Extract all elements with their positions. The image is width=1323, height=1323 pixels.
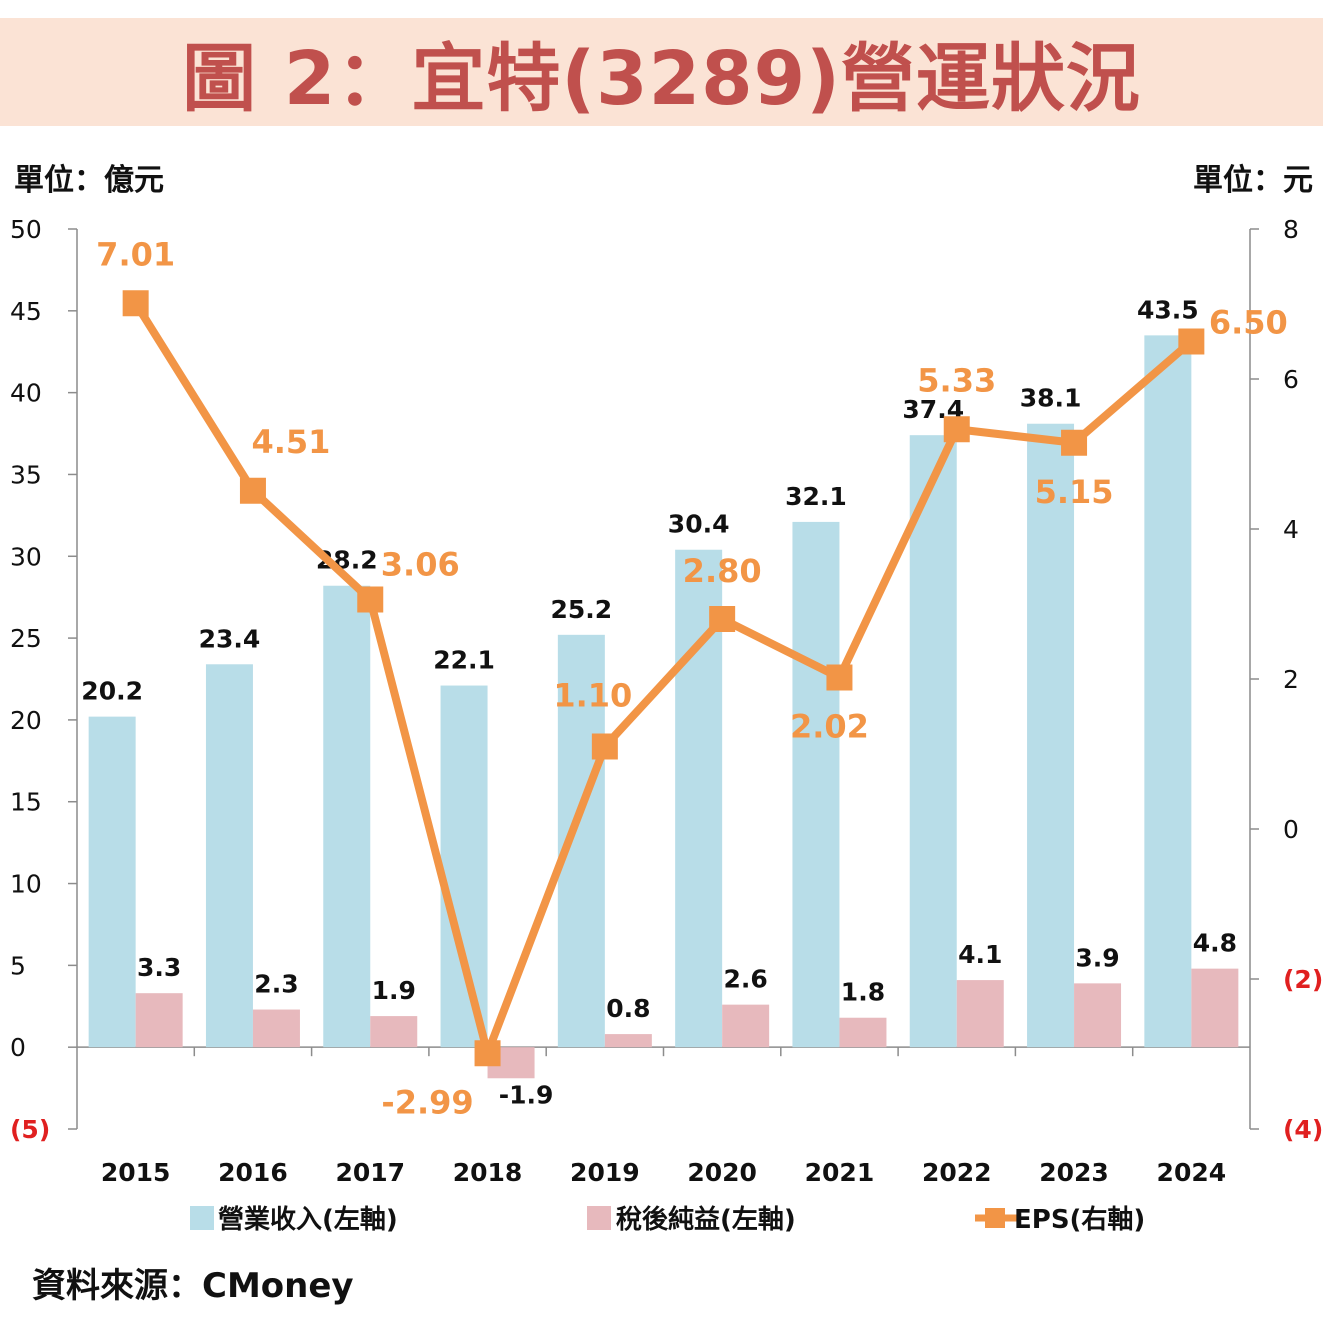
right-tick-label: 6 — [1283, 365, 1299, 394]
revenue-value-label: 30.4 — [668, 510, 730, 539]
revenue-value-label: 20.2 — [81, 677, 143, 706]
revenue-value-label: 43.5 — [1137, 295, 1199, 324]
eps-marker — [1178, 328, 1205, 355]
eps-marker — [474, 1040, 501, 1067]
x-tick-label: 2019 — [570, 1158, 640, 1187]
revenue-bar — [792, 521, 840, 1048]
eps-value-label: 6.50 — [1209, 304, 1288, 342]
right-tick-label: (4) — [1283, 1115, 1323, 1144]
left-tick-label: 45 — [10, 297, 42, 326]
left-tick-label: 35 — [10, 460, 42, 489]
left-tick-label: 30 — [10, 542, 42, 571]
right-tick-label: 2 — [1283, 665, 1299, 694]
x-tick-label: 2016 — [218, 1158, 288, 1187]
revenue-bar — [205, 664, 253, 1048]
left-tick-label: 5 — [10, 951, 26, 980]
net-income-bar — [252, 1009, 300, 1048]
left-tick-label: 50 — [10, 215, 42, 244]
source-note: 資料來源：CMoney — [32, 1266, 354, 1306]
x-tick-label: 2015 — [101, 1158, 171, 1187]
eps-value-label: 2.80 — [683, 552, 762, 590]
left-tick-label: (5) — [10, 1115, 50, 1144]
net-income-value-label: 2.3 — [254, 970, 298, 999]
eps-marker — [357, 586, 384, 613]
net-income-bar — [1191, 968, 1239, 1048]
eps-value-label: 3.06 — [381, 546, 460, 584]
left-tick-label: 10 — [10, 870, 42, 899]
legend-swatch-revenue — [190, 1206, 214, 1230]
x-tick-label: 2017 — [335, 1158, 405, 1187]
eps-value-label: 1.10 — [553, 677, 632, 715]
right-tick-label: (2) — [1283, 965, 1323, 994]
net-income-bar — [135, 993, 183, 1048]
revenue-bar — [1144, 335, 1192, 1048]
eps-line — [132, 301, 1194, 1058]
chart-title: 圖 2：宜特(3289)營運狀況 — [182, 35, 1141, 122]
revenue-bar — [323, 585, 371, 1048]
net-income-bar — [1074, 983, 1122, 1048]
legend-label-net-income: 稅後純益(左軸) — [616, 1204, 796, 1235]
revenue-value-label: 25.2 — [551, 595, 613, 624]
right-tick-label: 4 — [1283, 515, 1299, 544]
x-tick-label: 2018 — [453, 1158, 523, 1187]
eps-value-label: 5.15 — [1035, 473, 1114, 511]
net-income-value-label: 1.9 — [372, 976, 416, 1005]
legend-label-eps: EPS(右軸) — [1014, 1204, 1145, 1235]
net-income-value-label: 3.3 — [137, 953, 181, 982]
legend-swatch-net-income — [587, 1206, 611, 1230]
revenue-bar — [1027, 423, 1075, 1048]
revenue-bar — [909, 435, 957, 1048]
eps-marker — [122, 290, 149, 317]
net-income-value-label: 4.1 — [958, 940, 1002, 969]
left-axis-unit: 單位：億元 — [14, 163, 164, 198]
title-banner: 圖 2：宜特(3289)營運狀況 — [0, 18, 1323, 126]
revenue-bar — [440, 685, 488, 1048]
eps-marker — [1061, 429, 1088, 456]
revenue-bar — [88, 716, 136, 1048]
eps-marker — [826, 664, 853, 691]
right-tick-label: 8 — [1283, 215, 1299, 244]
eps-marker — [709, 606, 736, 632]
x-tick-label: 2024 — [1157, 1158, 1227, 1187]
net-income-value-label: -1.9 — [499, 1080, 554, 1109]
revenue-value-label: 38.1 — [1020, 384, 1082, 413]
left-tick-label: 0 — [10, 1033, 26, 1062]
x-tick-label: 2021 — [805, 1158, 875, 1187]
eps-value-label: 4.51 — [251, 423, 330, 461]
net-income-bar — [956, 980, 1004, 1048]
revenue-value-label: 22.1 — [433, 646, 495, 675]
x-tick-label: 2022 — [922, 1158, 992, 1187]
eps-marker — [239, 477, 266, 504]
left-tick-label: 15 — [10, 788, 42, 817]
legend-swatch-eps-marker — [985, 1208, 1005, 1228]
eps-value-label: 7.01 — [96, 235, 175, 273]
net-income-value-label: 0.8 — [606, 994, 650, 1023]
net-income-bar — [722, 1004, 770, 1048]
eps-marker — [591, 733, 618, 760]
eps-marker — [943, 416, 970, 443]
revenue-value-label: 23.4 — [199, 624, 261, 653]
right-tick-label: 0 — [1283, 815, 1299, 844]
eps-value-label: 2.02 — [790, 708, 869, 746]
eps-value-label: 5.33 — [917, 361, 996, 399]
net-income-bar — [839, 1017, 887, 1048]
left-tick-label: 40 — [10, 379, 42, 408]
right-axis-unit: 單位：元 — [1193, 163, 1313, 198]
net-income-value-label: 4.8 — [1193, 929, 1237, 958]
left-tick-label: 20 — [10, 706, 42, 735]
eps-value-label: -2.99 — [381, 1083, 473, 1121]
x-tick-label: 2020 — [687, 1158, 757, 1187]
net-income-value-label: 2.6 — [724, 965, 768, 994]
net-income-value-label: 1.8 — [841, 978, 885, 1007]
net-income-bar — [604, 1034, 652, 1048]
legend-label-revenue: 營業收入(左軸) — [218, 1204, 398, 1235]
revenue-value-label: 32.1 — [785, 482, 847, 511]
net-income-value-label: 3.9 — [1075, 943, 1119, 972]
net-income-bar — [370, 1016, 418, 1048]
x-tick-label: 2023 — [1039, 1158, 1109, 1187]
left-tick-label: 25 — [10, 624, 42, 653]
